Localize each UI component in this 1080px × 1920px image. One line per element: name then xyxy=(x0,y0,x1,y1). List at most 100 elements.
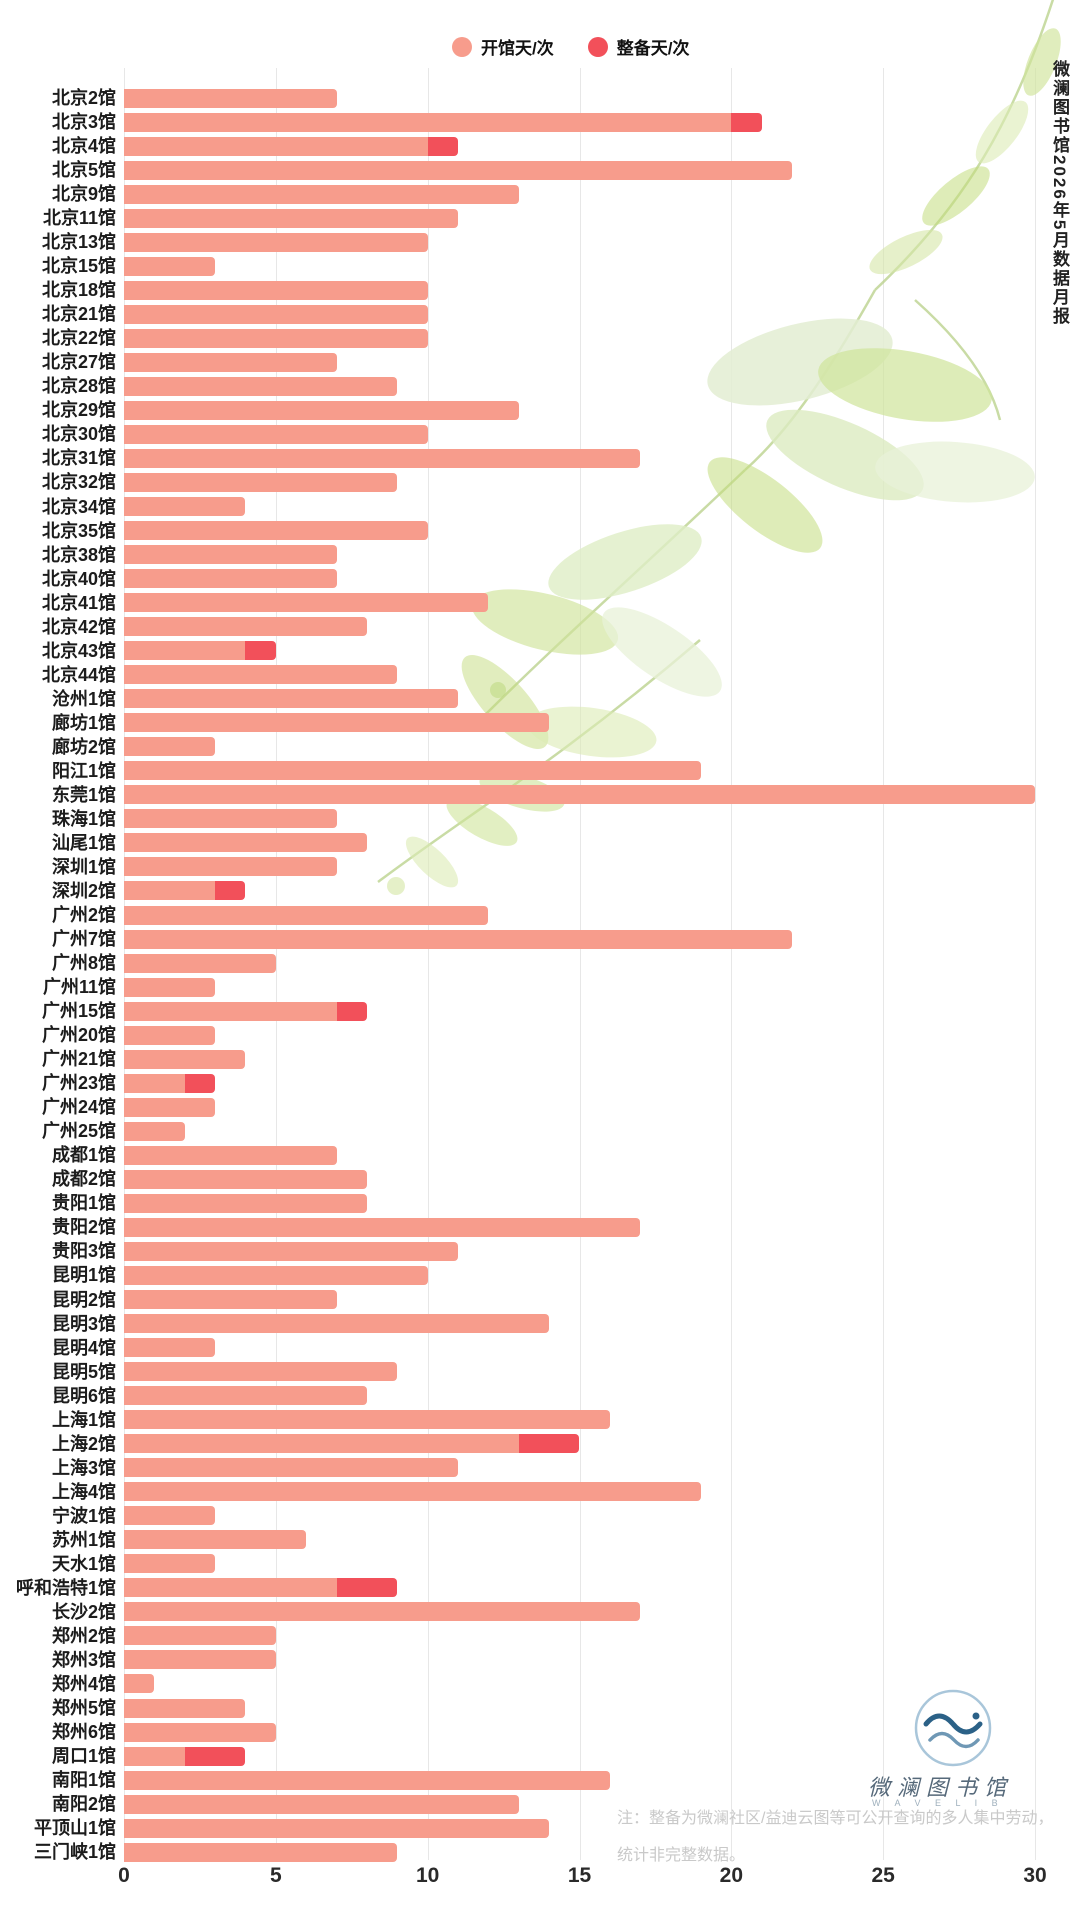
bar-open[interactable] xyxy=(124,1506,216,1526)
category-label: 北京21馆 xyxy=(41,304,116,325)
bar-open[interactable] xyxy=(124,1458,459,1478)
bar-open[interactable] xyxy=(124,136,428,156)
bar-open[interactable] xyxy=(124,569,337,589)
bar-prep[interactable] xyxy=(427,136,459,156)
bar-group xyxy=(124,1001,367,1021)
legend-item-open[interactable]: 开馆天/次 xyxy=(452,34,554,59)
bar-open[interactable] xyxy=(124,376,398,396)
bar-open[interactable] xyxy=(124,1314,550,1334)
bar-open[interactable] xyxy=(124,881,216,901)
bar-open[interactable] xyxy=(124,1193,367,1213)
bar-open[interactable] xyxy=(124,1794,519,1814)
bar-prep[interactable] xyxy=(336,1001,367,1021)
bar-open[interactable] xyxy=(124,857,337,877)
bar-open[interactable] xyxy=(124,1290,337,1309)
bar-open[interactable] xyxy=(124,112,732,132)
bar-open[interactable] xyxy=(124,1073,185,1093)
bar-open[interactable] xyxy=(124,497,246,516)
category-label: 上海3馆 xyxy=(51,1457,116,1478)
bar-open[interactable] xyxy=(124,328,428,348)
bar-open[interactable] xyxy=(124,1578,337,1598)
bar-open[interactable] xyxy=(124,953,276,973)
bar-open[interactable] xyxy=(124,1241,459,1261)
bar-open[interactable] xyxy=(124,977,216,997)
bar-open[interactable] xyxy=(124,1121,185,1141)
bar-open[interactable] xyxy=(124,280,428,300)
bar-group xyxy=(124,1818,550,1838)
chart-row: 郑州5馆 xyxy=(0,1696,1080,1720)
bar-open[interactable] xyxy=(124,761,701,781)
legend-item-prep[interactable]: 整备天/次 xyxy=(587,34,689,59)
bar-open[interactable] xyxy=(124,160,793,180)
bar-open[interactable] xyxy=(124,1602,641,1622)
bar-open[interactable] xyxy=(124,1554,216,1574)
bar-open[interactable] xyxy=(124,521,428,541)
bar-prep[interactable] xyxy=(184,1073,216,1093)
bar-prep[interactable] xyxy=(184,1746,246,1766)
bar-prep[interactable] xyxy=(245,641,276,661)
bar-prep[interactable] xyxy=(518,1434,580,1454)
bar-open[interactable] xyxy=(124,208,459,228)
chart-row: 北京34馆 xyxy=(0,495,1080,519)
bar-open[interactable] xyxy=(124,713,550,733)
bar-open[interactable] xyxy=(124,1338,216,1358)
bar-open[interactable] xyxy=(124,448,641,468)
category-label: 北京11馆 xyxy=(42,208,116,229)
bar-open[interactable] xyxy=(124,737,216,757)
bar-open[interactable] xyxy=(124,1362,398,1382)
bar-open[interactable] xyxy=(124,1001,337,1021)
bar-open[interactable] xyxy=(124,400,519,420)
bar-open[interactable] xyxy=(124,809,337,829)
bar-open[interactable] xyxy=(124,184,519,204)
bar-open[interactable] xyxy=(124,1265,428,1285)
bar-open[interactable] xyxy=(124,1145,337,1165)
bar-open[interactable] xyxy=(124,424,428,444)
bar-prep[interactable] xyxy=(731,112,762,132)
bar-open[interactable] xyxy=(124,1698,246,1718)
footnote-line2: 统计非完整数据。 xyxy=(617,1847,746,1864)
bar-open[interactable] xyxy=(124,1386,367,1406)
bar-open[interactable] xyxy=(124,1530,307,1550)
bar-open[interactable] xyxy=(124,1650,276,1670)
bar-open[interactable] xyxy=(124,1025,216,1045)
bar-open[interactable] xyxy=(124,593,489,613)
bar-group xyxy=(124,1554,216,1574)
bar-open[interactable] xyxy=(124,617,367,637)
legend-dot-open xyxy=(452,36,472,57)
chart-row: 深圳1馆 xyxy=(0,855,1080,879)
bar-open[interactable] xyxy=(124,785,1035,805)
bar-open[interactable] xyxy=(124,88,337,108)
bar-open[interactable] xyxy=(124,545,337,565)
bar-open[interactable] xyxy=(124,304,428,324)
category-label: 成都2馆 xyxy=(51,1169,116,1190)
bar-open[interactable] xyxy=(124,1169,367,1189)
bar-open[interactable] xyxy=(124,833,367,853)
bar-open[interactable] xyxy=(124,1482,701,1502)
bar-open[interactable] xyxy=(124,1410,610,1430)
bar-open[interactable] xyxy=(124,929,793,949)
bar-open[interactable] xyxy=(124,1049,246,1069)
bar-open[interactable] xyxy=(124,256,216,276)
bar-open[interactable] xyxy=(124,1626,276,1646)
bar-prep[interactable] xyxy=(215,881,246,901)
bar-open[interactable] xyxy=(124,1842,398,1862)
bar-open[interactable] xyxy=(124,1746,185,1766)
bar-open[interactable] xyxy=(124,1434,519,1454)
bar-prep[interactable] xyxy=(336,1578,398,1598)
bar-open[interactable] xyxy=(124,352,337,372)
bar-open[interactable] xyxy=(124,1674,155,1694)
gridline-15 xyxy=(579,68,581,1860)
bar-open[interactable] xyxy=(124,1097,216,1117)
bar-open[interactable] xyxy=(124,689,459,709)
bar-open[interactable] xyxy=(124,1217,641,1237)
bar-open[interactable] xyxy=(124,641,246,661)
bar-open[interactable] xyxy=(124,1722,276,1742)
category-label: 北京9馆 xyxy=(51,184,116,205)
bar-open[interactable] xyxy=(124,232,428,252)
bar-open[interactable] xyxy=(124,665,398,685)
bar-open[interactable] xyxy=(124,905,489,925)
bar-open[interactable] xyxy=(124,1818,550,1838)
bar-open[interactable] xyxy=(124,472,398,492)
bar-group xyxy=(124,1362,398,1382)
bar-open[interactable] xyxy=(124,1770,610,1790)
